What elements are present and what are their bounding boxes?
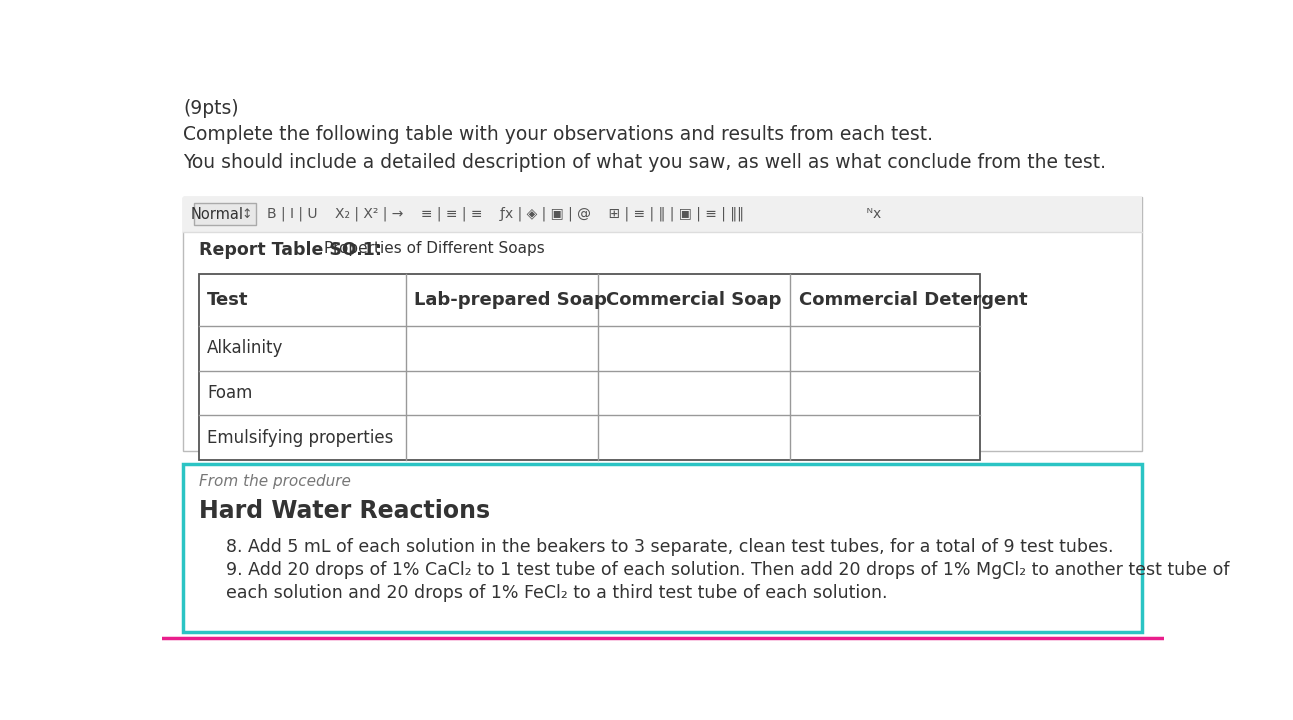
Text: You should include a detailed description of what you saw, as well as what concl: You should include a detailed descriptio… [184,153,1107,171]
Text: Alkalinity: Alkalinity [207,339,283,357]
Text: Hard Water Reactions: Hard Water Reactions [199,499,490,523]
Text: each solution and 20 drops of 1% FeCl₂ to a third test tube of each solution.: each solution and 20 drops of 1% FeCl₂ t… [226,584,887,602]
Text: Complete the following table with your observations and results from each test.: Complete the following table with your o… [184,125,934,144]
Bar [184,464,1142,631]
Text: 9. Add 20 drops of 1% CaCl₂ to 1 test tube of each solution. Then add 20 drops o: 9. Add 20 drops of 1% CaCl₂ to 1 test tu… [226,561,1230,579]
Text: Report Table SO.1:: Report Table SO.1: [199,241,381,259]
Text: Lab-prepared Soap: Lab-prepared Soap [414,291,608,309]
Text: Test: Test [207,291,248,309]
Text: ↕: ↕ [242,207,252,221]
Bar [199,274,980,460]
Text: (9pts): (9pts) [184,99,239,117]
Text: From the procedure: From the procedure [199,474,350,490]
Bar [184,197,1142,451]
Bar [184,197,1142,232]
Text: B | I | U    X₂ | X² | →    ≡ | ≡ | ≡    ƒx | ◈ | ▣ | @    ⊞ | ≡ | ‖ | ▣ | ≡ | ‖: B | I | U X₂ | X² | → ≡ | ≡ | ≡ ƒx | ◈ |… [268,207,882,222]
Text: Commercial Soap: Commercial Soap [606,291,782,309]
Text: Properties of Different Soaps: Properties of Different Soaps [325,241,546,256]
Text: Commercial Detergent: Commercial Detergent [799,291,1028,309]
Text: 8. Add 5 mL of each solution in the beakers to 3 separate, clean test tubes, for: 8. Add 5 mL of each solution in the beak… [226,538,1113,556]
Text: Emulsifying properties: Emulsifying properties [207,428,394,446]
Text: Foam: Foam [207,384,252,402]
Bar [194,204,256,225]
Text: Normal: Normal [191,207,244,222]
